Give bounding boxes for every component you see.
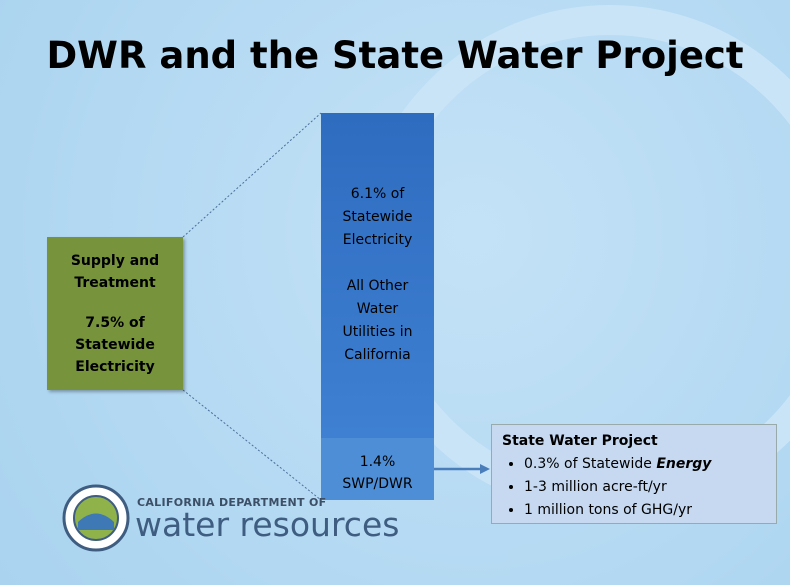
utilities-bar: 6.1% of Statewide Electricity All Other … — [321, 113, 434, 438]
bullet: 0.3% of Statewide Energy — [524, 453, 766, 476]
bullet: 1-3 million acre-ft/yr — [524, 476, 766, 499]
logo-line2: water resources — [135, 505, 400, 544]
bullet-text: 0.3% of Statewide — [524, 456, 652, 472]
supply-box: Supply and Treatment 7.5% of Statewide E… — [47, 237, 183, 390]
logo-seal — [62, 484, 130, 552]
bullet-emphasis: Energy — [656, 456, 712, 472]
swp-bullets: 0.3% of Statewide Energy 1-3 million acr… — [502, 453, 766, 522]
dotted-connector — [182, 112, 322, 238]
swp-box: State Water Project 0.3% of Statewide En… — [491, 424, 777, 524]
utilities-share: 6.1% of Statewide Electricity — [342, 186, 413, 248]
swp-share: 1.4% — [359, 454, 396, 470]
bullet-text: 1 million tons of GHG/yr — [524, 502, 693, 518]
supply-heading: Supply and Treatment — [70, 252, 160, 291]
arrow-head — [480, 464, 490, 474]
logo-line1: CALIFORNIA DEPARTMENT OF — [137, 496, 327, 509]
utilities-label: All Other Water Utilities in California — [342, 278, 413, 363]
supply-share: 7.5% of Statewide Electricity — [75, 314, 155, 375]
swp-label: SWP/DWR — [342, 476, 413, 492]
bullet: 1 million tons of GHG/yr — [524, 499, 766, 522]
dotted-connector — [182, 389, 322, 501]
title: DWR and the State Water Project — [46, 34, 744, 77]
swp-heading: State Water Project — [502, 433, 658, 449]
swp-bar: 1.4% SWP/DWR — [321, 438, 434, 500]
bullet-text: 1-3 million acre-ft/yr — [524, 479, 667, 495]
